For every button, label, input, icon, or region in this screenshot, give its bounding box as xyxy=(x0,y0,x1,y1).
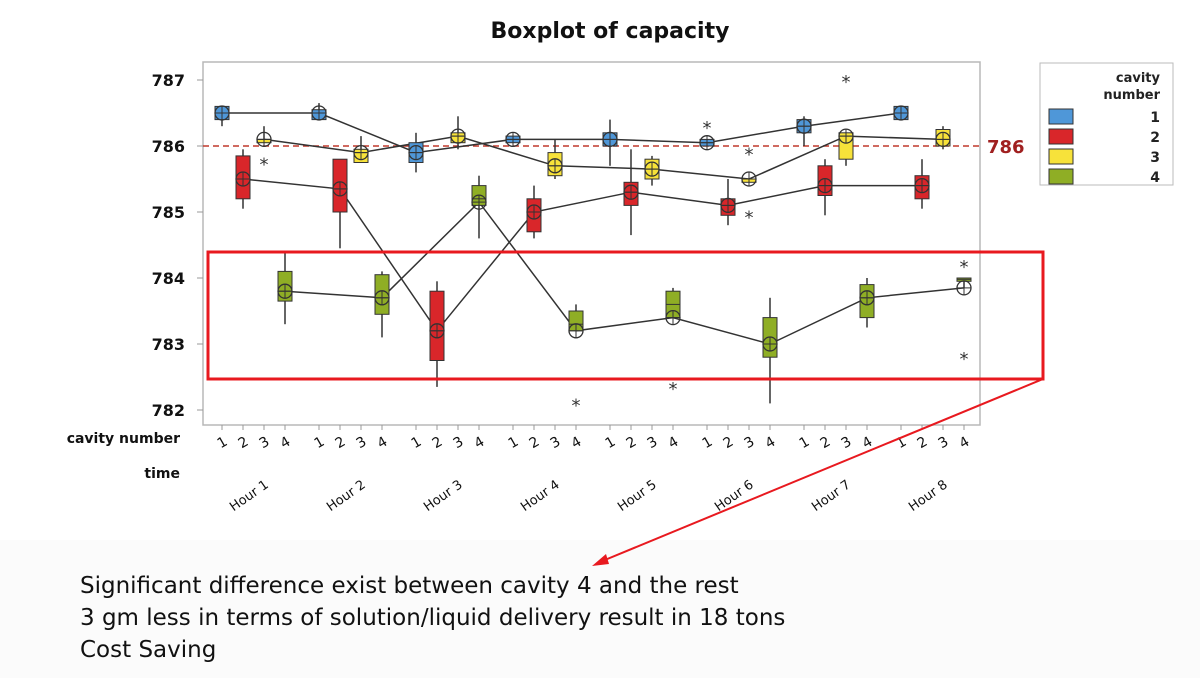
x-tick-label-cavity: 4 xyxy=(472,434,488,452)
x-tick-label-cavity: 1 xyxy=(603,434,619,452)
mean-line-cavity-2 xyxy=(242,178,922,333)
legend-swatch-4 xyxy=(1048,168,1074,185)
x-tick-label-hour: Hour 2 xyxy=(324,478,368,515)
x-tick-label-cavity: 2 xyxy=(430,434,446,452)
y-tick-label: 787 xyxy=(152,71,185,90)
x-tick-label-hour: Hour 6 xyxy=(712,478,756,515)
outlier-point: * xyxy=(745,207,754,228)
x-tick-label-cavity: 2 xyxy=(527,434,543,452)
x-tick-label-cavity: 3 xyxy=(839,434,855,452)
mean-line-cavity-3 xyxy=(263,135,944,180)
caption-line-1: Significant difference exist between cav… xyxy=(80,573,739,599)
x-tick-label-cavity: 3 xyxy=(548,434,564,452)
x-tick-label-cavity: 3 xyxy=(257,434,273,452)
x-tick-label-cavity: 4 xyxy=(666,434,682,452)
x-tick-label-cavity: 2 xyxy=(624,434,640,452)
cavity4-highlight-box xyxy=(206,250,1045,381)
outlier-point: * xyxy=(960,257,969,278)
x-tick-label-cavity: 1 xyxy=(797,434,813,452)
outlier-point: * xyxy=(260,155,269,176)
x-tick-label-hour: Hour 8 xyxy=(906,478,950,515)
x-tick-label-cavity: 4 xyxy=(763,434,779,452)
x-tick-label-cavity: 1 xyxy=(700,434,716,452)
x-tick-label-hour: Hour 7 xyxy=(809,478,853,515)
caption-line-3: Cost Saving xyxy=(80,637,217,663)
legend-title-1: cavity xyxy=(1116,71,1161,86)
plot-frame xyxy=(202,61,981,426)
legend-title-2: number xyxy=(1103,88,1160,103)
x-tick-label-cavity: 4 xyxy=(957,434,973,452)
outlier-point: * xyxy=(745,145,754,166)
reference-line-group: 786 xyxy=(203,137,1025,158)
mean-line-cavity-1 xyxy=(222,112,902,154)
x-tick-label-hour: Hour 1 xyxy=(227,478,271,515)
arrow-head xyxy=(592,554,609,566)
reference-line-label: 786 xyxy=(987,137,1025,158)
x-tick-label-cavity: 2 xyxy=(333,434,349,452)
y-tick-label: 786 xyxy=(152,137,185,156)
x-tick-label-cavity: 3 xyxy=(742,434,758,452)
legend-label-1: 1 xyxy=(1150,110,1160,126)
x-tick-label-cavity: 1 xyxy=(409,434,425,452)
x-tick-label-cavity: 2 xyxy=(915,434,931,452)
x-tick-label-cavity: 3 xyxy=(451,434,467,452)
x-tick-label-cavity: 2 xyxy=(721,434,737,452)
x-tick-label-cavity: 1 xyxy=(506,434,522,452)
highlight-annotation xyxy=(206,250,1045,566)
mean-lines xyxy=(222,112,965,345)
x-tick-label-hour: Hour 5 xyxy=(615,478,659,515)
x-tick-label-cavity: 3 xyxy=(645,434,661,452)
x-tick-label-cavity: 4 xyxy=(569,434,585,452)
legend-swatch-1 xyxy=(1048,108,1074,125)
legend-swatch-2 xyxy=(1048,128,1074,145)
outlier-point: * xyxy=(669,379,678,400)
caption-line-2: 3 gm less in terms of solution/liquid de… xyxy=(80,605,786,631)
x-tick-label-cavity: 1 xyxy=(312,434,328,452)
x-tick-label-cavity: 3 xyxy=(354,434,370,452)
y-tick-label: 783 xyxy=(152,335,185,354)
legend-label-4: 4 xyxy=(1150,170,1160,186)
x-tick-label-hour: Hour 4 xyxy=(518,478,562,515)
legend-label-2: 2 xyxy=(1150,130,1160,146)
x-axis-row-label-cavity: cavity number xyxy=(67,431,180,447)
y-tick-label: 785 xyxy=(152,203,185,222)
x-tick-label-cavity: 2 xyxy=(818,434,834,452)
x-tick-label-cavity: 4 xyxy=(278,434,294,452)
mean-line-cavity-4 xyxy=(284,200,965,345)
chart-title: Boxplot of capacity xyxy=(491,19,730,44)
legend-swatch-3 xyxy=(1048,148,1074,165)
x-tick-label-cavity: 1 xyxy=(215,434,231,452)
outlier-point: * xyxy=(960,349,969,370)
legend: cavity number 1 2 3 4 xyxy=(1039,62,1174,186)
outlier-point: * xyxy=(703,118,712,139)
x-tick-label-cavity: 2 xyxy=(236,434,252,452)
y-axis: 782 783 784 785 786 787 xyxy=(152,71,203,420)
x-tick-label-hour: Hour 3 xyxy=(421,478,465,515)
x-tick-label-cavity: 3 xyxy=(936,434,952,452)
x-axis-row-label-time: time xyxy=(144,466,180,482)
outlier-point: * xyxy=(842,72,851,93)
x-tick-label-cavity: 4 xyxy=(375,434,391,452)
y-tick-label: 784 xyxy=(152,269,185,288)
y-tick-label: 782 xyxy=(152,401,185,420)
outlier-point: * xyxy=(572,395,581,416)
boxes: * * * * * * * * * xyxy=(214,72,972,416)
legend-label-3: 3 xyxy=(1150,150,1160,166)
caption: Significant difference exist between cav… xyxy=(80,570,785,666)
annotation-arrow xyxy=(599,378,1044,563)
